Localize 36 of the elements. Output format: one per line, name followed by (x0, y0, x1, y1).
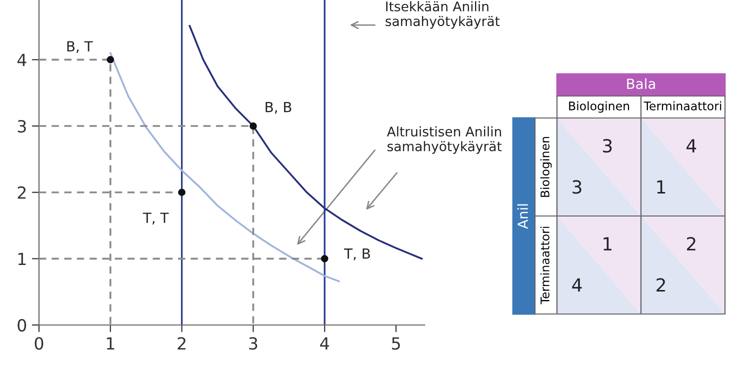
x-tick-label: 5 (392, 337, 400, 350)
point (250, 122, 257, 130)
point (178, 188, 186, 196)
y-tick-label: 2 (18, 186, 26, 199)
category-label: Biologinen (569, 101, 630, 113)
y-tick-label: 1 (18, 252, 26, 266)
x-tick-label: 3 (249, 337, 258, 350)
text: 4 (686, 139, 696, 152)
annotation: T, T (142, 212, 169, 225)
point (320, 255, 328, 262)
text: 4 (572, 278, 582, 292)
x-tick-label: 1 (106, 337, 114, 350)
y-tick-label: 3 (18, 120, 26, 133)
category-label: Terminaattori (540, 226, 550, 304)
text: 1 (604, 237, 612, 250)
annotation: Itsekkään Anilin samahyötykäyrät (386, 1, 500, 29)
text: 3 (603, 138, 612, 153)
text: 2 (686, 236, 696, 250)
text: 1 (657, 180, 666, 194)
line-series (110, 52, 340, 282)
annotation: Altruistisen Anilin samahyötykäyrät (386, 126, 502, 154)
annotation: T, B (344, 248, 370, 260)
text: Anil (517, 204, 528, 229)
text: 3 (572, 180, 582, 194)
annotation: B, T (67, 41, 93, 53)
category-label: Biologinen (540, 136, 552, 197)
x-tick-label: 4 (320, 337, 329, 350)
x-tick-label: 0 (34, 337, 44, 350)
y-tick-label: 4 (17, 54, 26, 66)
x-tick-label: 2 (178, 337, 186, 350)
category-label: Terminaattori (644, 101, 722, 110)
point (106, 56, 114, 64)
annotation: B, B (266, 102, 292, 114)
y-tick-label: 0 (18, 318, 26, 332)
text: 2 (656, 278, 665, 292)
text: Bala (627, 78, 655, 90)
